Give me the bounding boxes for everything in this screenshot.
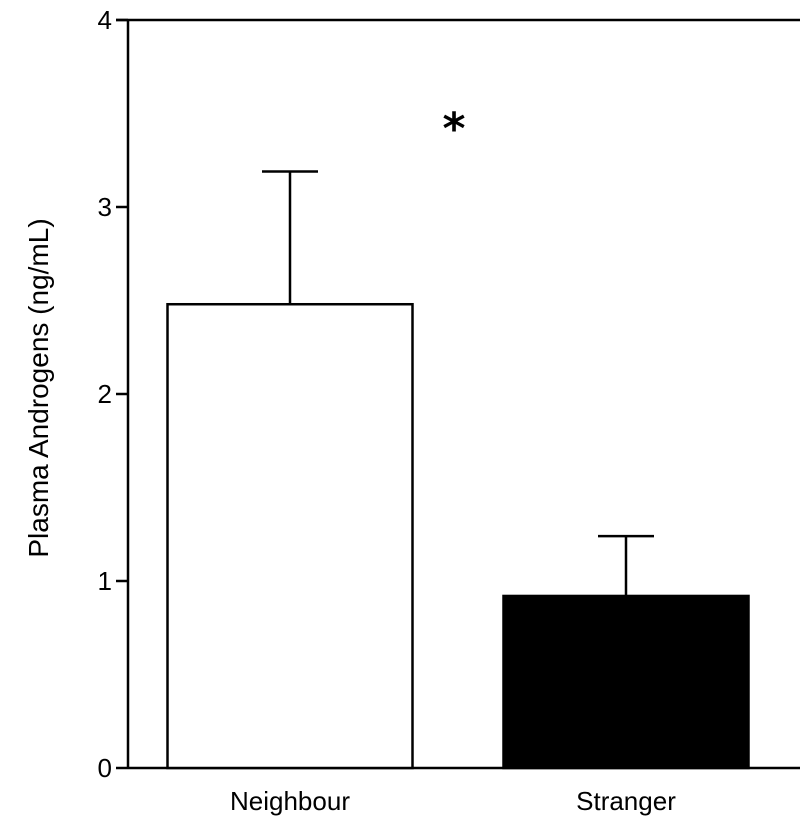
x-label-neighbour: Neighbour bbox=[230, 786, 350, 816]
y-tick-label-4: 4 bbox=[98, 5, 112, 35]
bars bbox=[166, 302, 750, 770]
y-tick-label-3: 3 bbox=[98, 192, 112, 222]
x-axis-labels: Neighbour Stranger bbox=[230, 786, 676, 816]
x-label-stranger: Stranger bbox=[576, 786, 676, 816]
y-tick-label-0: 0 bbox=[98, 753, 112, 783]
significance-marker-0: * bbox=[442, 104, 465, 155]
y-tick-label-2: 2 bbox=[98, 379, 112, 409]
annotations: * bbox=[442, 104, 465, 155]
y-tick-label-1: 1 bbox=[98, 566, 112, 596]
y-axis-ticks: 0 1 2 3 4 bbox=[98, 5, 128, 783]
y-axis-title: Plasma Androgens (ng/mL) bbox=[23, 218, 54, 557]
error-bars bbox=[262, 170, 654, 596]
bar-neighbour bbox=[166, 302, 414, 770]
bar-stranger bbox=[502, 594, 750, 770]
